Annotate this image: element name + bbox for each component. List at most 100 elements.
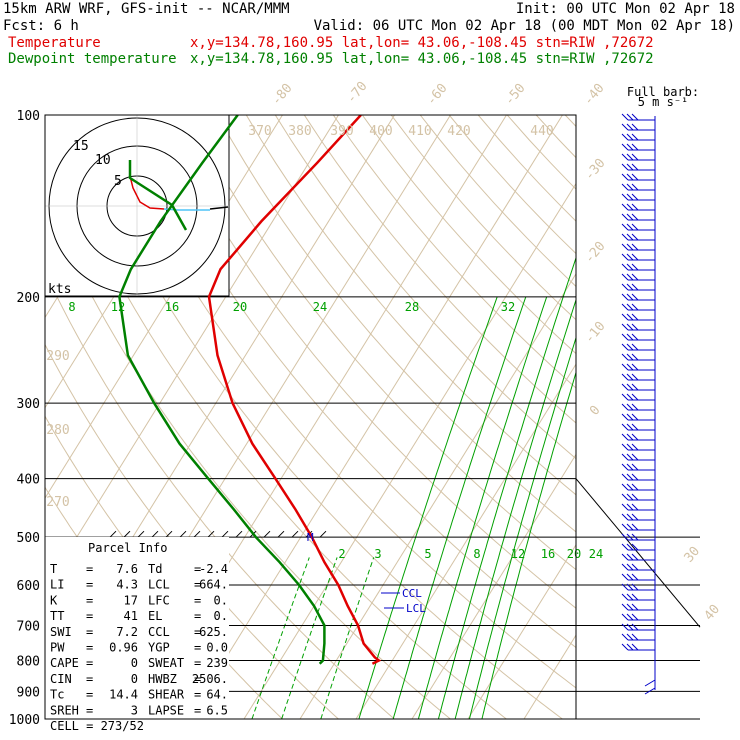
parcel-eq: = bbox=[194, 593, 201, 607]
parcel-key: LCL bbox=[148, 578, 170, 592]
hodograph-trace-low bbox=[129, 175, 165, 210]
wind-barb bbox=[621, 153, 655, 161]
mixing-ratio-label: 16 bbox=[165, 300, 179, 314]
wind-barb bbox=[621, 493, 655, 501]
wind-barb bbox=[621, 123, 655, 131]
theta-label: 400 bbox=[369, 124, 392, 139]
hodograph-ring-label: 10 bbox=[95, 153, 111, 168]
parcel-eq: = bbox=[194, 688, 201, 702]
parcel-value: 0 bbox=[131, 672, 138, 686]
dewpoint-profile bbox=[118, 115, 326, 665]
wind-barb bbox=[621, 613, 655, 621]
isotherm-line bbox=[467, 543, 576, 719]
isobar-hatch bbox=[291, 530, 299, 538]
wind-barb bbox=[621, 443, 655, 451]
mixing-ratio-line bbox=[481, 370, 576, 719]
theta-label: 370 bbox=[248, 124, 271, 139]
isotherm-line bbox=[299, 272, 576, 719]
wind-barb bbox=[621, 543, 655, 551]
isobar-hatch bbox=[109, 530, 117, 538]
hodograph-ring-label: 15 bbox=[73, 139, 89, 154]
mixing-ratio-label: 16 bbox=[541, 547, 555, 561]
isotherm-label: -80 bbox=[269, 81, 296, 109]
isotherm-label: -20 bbox=[582, 239, 609, 267]
wind-barb bbox=[621, 413, 655, 421]
parcel-key: SWEAT bbox=[148, 656, 184, 670]
wind-barb bbox=[621, 623, 655, 631]
parcel-key: Tc bbox=[50, 688, 64, 702]
wind-barb bbox=[621, 303, 655, 311]
parcel-value: 0. bbox=[214, 609, 228, 623]
parcel-value: 41 bbox=[124, 609, 138, 623]
dry-adiabat-line bbox=[45, 117, 507, 719]
wind-barb bbox=[621, 463, 655, 471]
wind-barb bbox=[621, 273, 655, 281]
parcel-value: 664. bbox=[199, 578, 228, 592]
dry-adiabat-line bbox=[652, 115, 740, 719]
dry-adiabat-line bbox=[187, 115, 576, 571]
parcel-key: EL bbox=[148, 609, 162, 623]
wind-barb bbox=[621, 313, 655, 321]
parcel-eq: = bbox=[86, 641, 93, 655]
wind-barb bbox=[621, 473, 655, 481]
isotherm-label: 40 bbox=[702, 602, 724, 624]
parcel-key: Td bbox=[148, 562, 162, 576]
header-forecast: Fcst: 6 h bbox=[3, 18, 79, 34]
wind-barb bbox=[621, 373, 655, 381]
isotherm-label: -60 bbox=[424, 81, 451, 109]
parcel-value: -2.4 bbox=[199, 562, 228, 576]
parcel-key: SREH bbox=[50, 703, 79, 717]
mixing-ratio-line bbox=[358, 296, 498, 719]
pressure-tick-label: 300 bbox=[17, 397, 40, 412]
wind-barb bbox=[621, 603, 655, 611]
isotherm-label: -30 bbox=[582, 156, 609, 184]
temperature-profile bbox=[207, 115, 382, 665]
theta-left-label: 270 bbox=[46, 495, 69, 510]
parcel-key: LFC bbox=[148, 593, 170, 607]
theta-label: 420 bbox=[447, 124, 470, 139]
isobar-hatch bbox=[165, 530, 173, 538]
wind-barb bbox=[621, 383, 655, 391]
mixing-ratio-dashed-line bbox=[320, 557, 375, 719]
parcel-eq: = bbox=[86, 578, 93, 592]
pressure-tick-label: 400 bbox=[17, 473, 40, 488]
header-init: Init: 00 UTC Mon 02 Apr 18 bbox=[516, 1, 735, 17]
pressure-tick-label: 200 bbox=[17, 291, 40, 306]
hodograph: 15 105 kts bbox=[44, 114, 230, 297]
dry-adiabat-line bbox=[129, 115, 576, 649]
isotherm-label: -50 bbox=[502, 81, 529, 109]
parcel-eq: = bbox=[194, 672, 201, 686]
parcel-key: LI bbox=[50, 578, 64, 592]
wind-barb bbox=[621, 263, 655, 271]
wind-barb bbox=[621, 393, 655, 401]
parcel-eq: = bbox=[194, 703, 201, 717]
wind-barb bbox=[621, 333, 655, 341]
wind-barb bbox=[621, 143, 655, 151]
parcel-value: 0.0 bbox=[206, 641, 228, 655]
mixing-ratio-label: 2 bbox=[338, 547, 345, 561]
mixing-ratio-label: 5 bbox=[424, 547, 431, 561]
wind-barb bbox=[621, 503, 655, 511]
parcel-eq: = bbox=[86, 688, 93, 702]
parcel-eq: = bbox=[194, 578, 201, 592]
wind-barb bbox=[621, 163, 655, 171]
parcel-value: 0.96 bbox=[109, 641, 138, 655]
ccl-label: CCL bbox=[402, 587, 422, 600]
mixing-ratio-label: 24 bbox=[313, 300, 327, 314]
hodograph-ring-label: 5 bbox=[114, 174, 122, 189]
isotherm-line bbox=[187, 115, 563, 719]
legend-temperature-info: x,y=134.78,160.95 lat,lon= 43.06,-108.45… bbox=[190, 35, 654, 51]
parcel-eq: = bbox=[86, 562, 93, 576]
sounding-profiles bbox=[118, 115, 382, 665]
parcel-eq: = bbox=[86, 703, 93, 717]
isobar-hatch bbox=[277, 530, 285, 538]
wind-legend-units: 5 m s⁻¹ bbox=[638, 95, 689, 109]
parcel-eq: = bbox=[194, 609, 201, 623]
parcel-value: 625. bbox=[199, 625, 228, 639]
wind-barb-low bbox=[644, 660, 656, 695]
mixing-ratio-label: 3 bbox=[374, 547, 381, 561]
dry-adiabat-line bbox=[216, 115, 576, 533]
dry-adiabat-line bbox=[45, 195, 451, 719]
wind-barb-column: Full barb:5 m s⁻¹ bbox=[621, 85, 699, 695]
